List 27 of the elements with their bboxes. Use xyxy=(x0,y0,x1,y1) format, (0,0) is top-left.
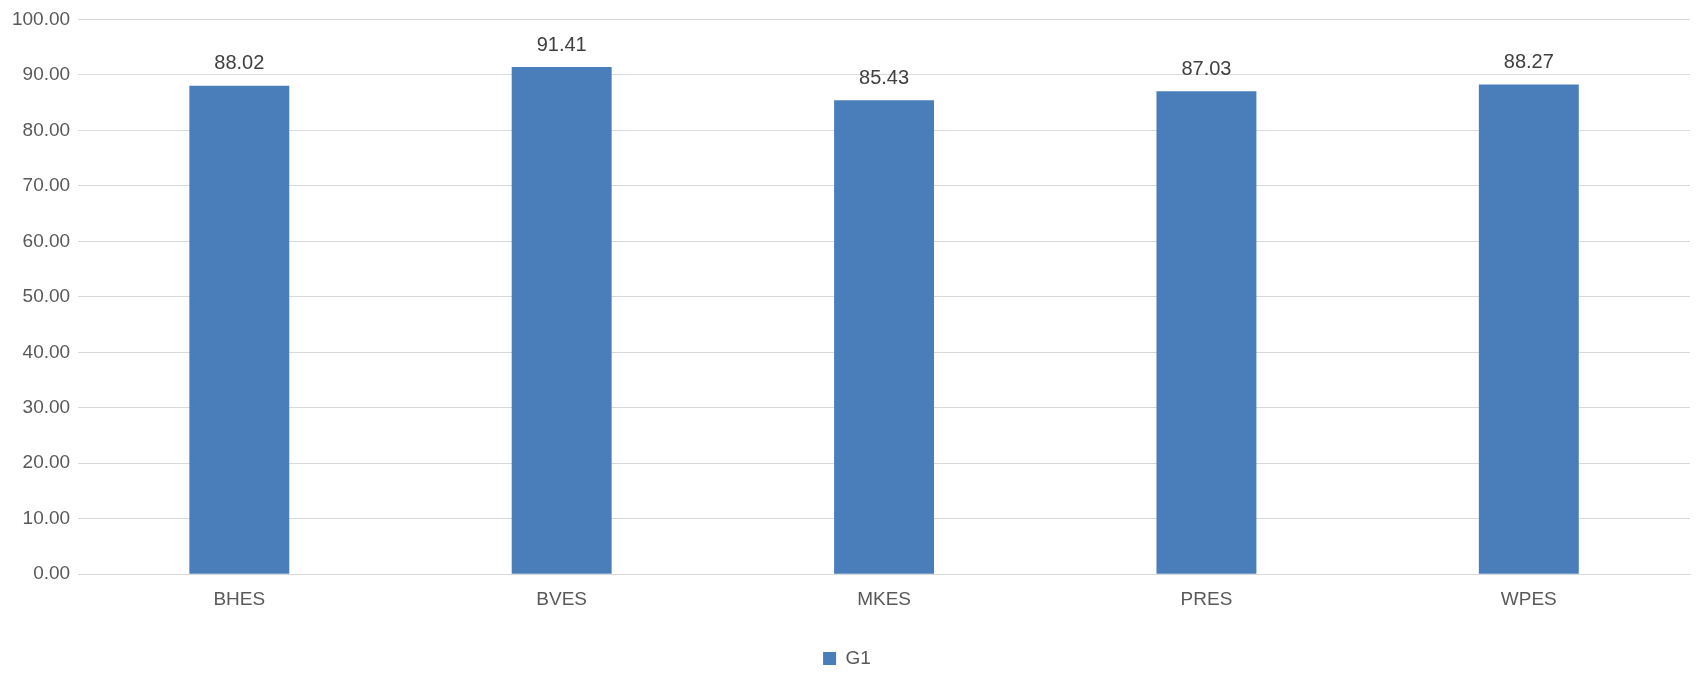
x-tick-label: PRES xyxy=(1180,587,1233,609)
bar xyxy=(1156,91,1257,574)
y-tick-label: 50.00 xyxy=(22,285,71,307)
bar xyxy=(189,85,290,574)
data-label: 91.41 xyxy=(536,32,587,55)
y-tick-label: 60.00 xyxy=(22,229,71,251)
y-tick-label: 10.00 xyxy=(22,506,71,528)
legend-label: G1 xyxy=(845,646,871,668)
y-tick-label: 90.00 xyxy=(22,63,71,85)
y-tick-label: 80.00 xyxy=(22,118,71,140)
bar xyxy=(1478,84,1579,574)
y-tick-label: 0.00 xyxy=(33,562,71,584)
x-tick-label: WPES xyxy=(1500,587,1557,609)
data-label: 87.03 xyxy=(1181,56,1232,79)
bar xyxy=(834,100,935,574)
x-tick-label: MKES xyxy=(857,587,911,609)
y-tick-label: 100.00 xyxy=(11,7,71,29)
y-tick-label: 30.00 xyxy=(22,395,71,417)
y-tick-label: 20.00 xyxy=(22,451,71,473)
data-label: 85.43 xyxy=(859,65,910,88)
bar xyxy=(511,67,612,574)
x-tick-label: BVES xyxy=(536,587,588,609)
x-tick-label: BHES xyxy=(213,587,266,609)
data-label: 88.27 xyxy=(1503,49,1554,72)
data-label: 88.02 xyxy=(214,51,265,74)
y-tick-label: 40.00 xyxy=(22,340,71,362)
y-tick-label: 70.00 xyxy=(22,174,71,196)
